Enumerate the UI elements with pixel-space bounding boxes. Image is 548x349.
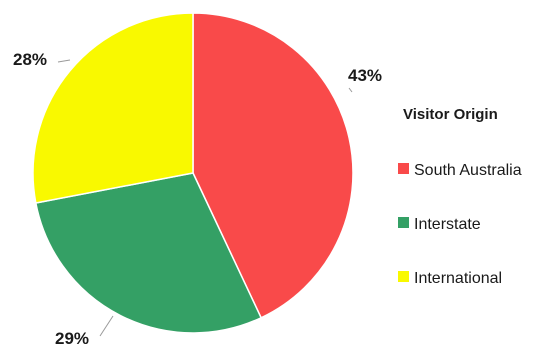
pie-slice-international (32, 12, 194, 204)
legend-label-international: International (414, 270, 502, 287)
legend-swatch-south-australia (398, 163, 409, 174)
legend: Visitor Origin South Australia Interstate… (398, 106, 522, 287)
pie-slice-interstate (34, 172, 263, 334)
legend-label-south-australia: South Australia (414, 162, 522, 179)
data-label-interstate: 29% (55, 329, 89, 348)
legend-swatch-international (398, 271, 409, 282)
leader-line-2 (99, 315, 114, 337)
legend-title: Visitor Origin (403, 106, 498, 123)
leader-line-3 (57, 59, 71, 63)
legend-swatch-interstate (398, 217, 409, 228)
leader-lines (57, 59, 353, 337)
leader-line-1 (348, 87, 353, 93)
pie-slices (32, 12, 354, 334)
data-label-south-australia: 43% (348, 66, 382, 85)
data-labels: 43% 29% 28% (13, 50, 382, 348)
data-label-international: 28% (13, 50, 47, 69)
pie-slice-south-australia (192, 12, 354, 319)
legend-label-interstate: Interstate (414, 216, 481, 233)
